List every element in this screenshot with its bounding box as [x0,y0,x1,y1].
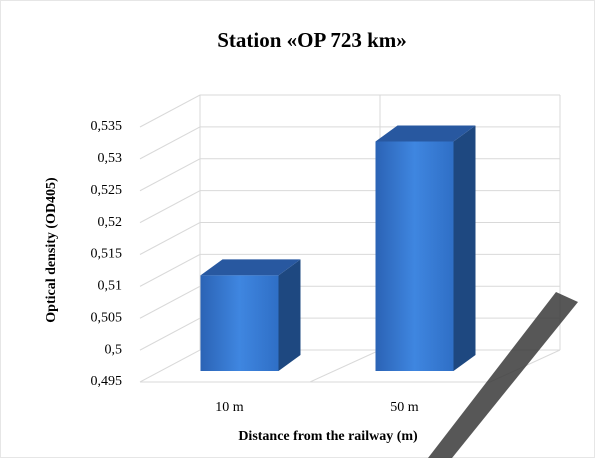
y-tick-label: 0,515 [91,247,123,262]
y-tick-label: 0,51 [98,279,123,294]
bar-top [200,259,301,276]
bar [200,275,279,371]
chart-title: Station «OP 723 km» [217,28,407,52]
x-tick-label: 50 m [390,400,419,415]
bar-top [375,125,476,142]
y-tick-label: 0,505 [91,310,123,325]
y-tick-label: 0,525 [91,183,123,198]
bar-side [453,125,476,371]
x-tick-label: 10 m [215,400,244,415]
y-tick-label: 0,52 [98,215,123,230]
bar-side [278,259,301,371]
plot-area: 0,495 0,5 0,505 0,51 0,515 0,52 0,525 0,53 0,535… [91,94,561,415]
y-tick-label: 0,5 [105,342,123,357]
y-tick-label: 0,495 [91,374,123,389]
grid-line [139,94,560,128]
y-axis-title: Optical density (OD405) [44,177,59,323]
x-axis-title: Distance from the railway (m) [238,429,418,444]
watermark-stripe [428,292,578,458]
bar [375,141,454,371]
y-tick-label: 0,535 [91,119,123,134]
y-tick-label: 0,53 [98,151,123,166]
floor-edge [309,349,381,383]
